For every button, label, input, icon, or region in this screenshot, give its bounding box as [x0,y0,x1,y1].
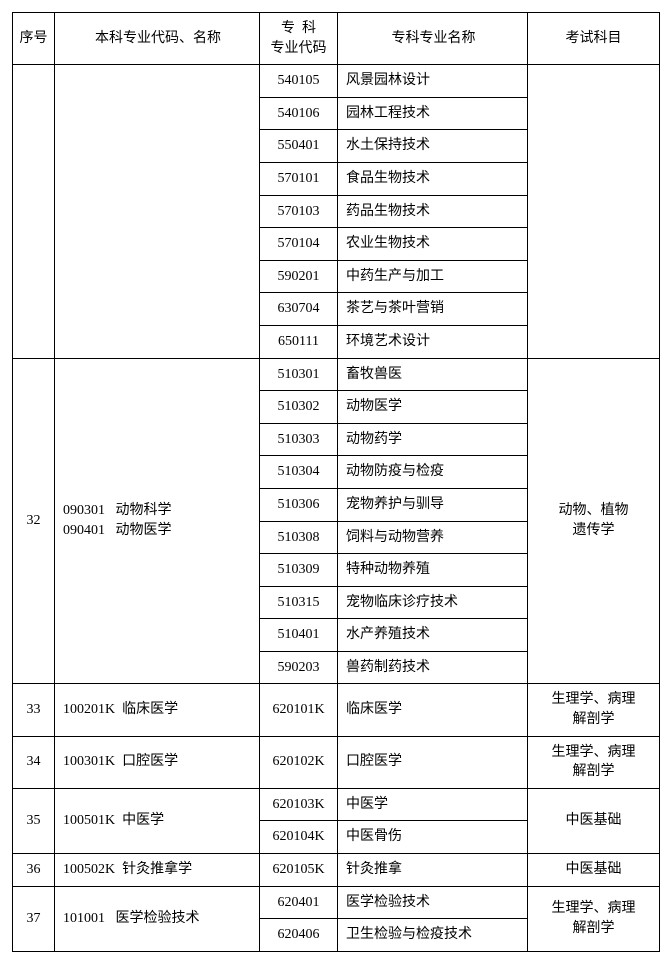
cell-code: 510302 [260,391,338,424]
header-seq: 序号 [13,13,55,65]
cell-code: 550401 [260,130,338,163]
cell-code: 620102K [260,736,338,788]
cell-major [55,65,260,358]
cell-code: 630704 [260,293,338,326]
major-line: 101001 医学检验技术 [63,911,200,926]
cell-code: 540105 [260,65,338,98]
cell-exam: 中医基础 [528,788,660,853]
cell-name: 针灸推拿 [338,854,528,887]
major-line: 090401 动物医学 [63,523,172,538]
cell-code: 540106 [260,97,338,130]
cell-code: 620105K [260,854,338,887]
header-name: 专科专业名称 [338,13,528,65]
cell-exam [528,65,660,358]
cell-major: 100201K 临床医学 [55,684,260,736]
major-line: 100201K 临床医学 [63,702,178,717]
cell-name: 临床医学 [338,684,528,736]
cell-seq: 37 [13,886,55,951]
cell-code: 590201 [260,260,338,293]
cell-name: 药品生物技术 [338,195,528,228]
cell-seq [13,65,55,358]
major-line: 100501K 中医学 [63,813,164,828]
cell-major: 100501K 中医学 [55,788,260,853]
cell-code: 510315 [260,586,338,619]
cell-seq: 33 [13,684,55,736]
major-line: 100502K 针灸推拿学 [63,862,192,877]
cell-name: 中药生产与加工 [338,260,528,293]
cell-name: 动物医学 [338,391,528,424]
cell-name: 口腔医学 [338,736,528,788]
table-row: 36 100502K 针灸推拿学 620105K 针灸推拿 中医基础 [13,854,660,887]
major-line: 090301 动物科学 [63,503,172,518]
cell-seq: 34 [13,736,55,788]
cell-code: 510308 [260,521,338,554]
cell-name: 动物药学 [338,423,528,456]
cell-code: 510301 [260,358,338,391]
table-row: 540105 风景园林设计 [13,65,660,98]
cell-name: 卫生检验与检疫技术 [338,919,528,952]
cell-name: 食品生物技术 [338,162,528,195]
cell-major: 090301 动物科学 090401 动物医学 [55,358,260,684]
cell-code: 510306 [260,488,338,521]
cell-code: 620406 [260,919,338,952]
majors-table: 序号 本科专业代码、名称 专 科 专业代码 专科专业名称 考试科目 540105… [12,12,660,952]
cell-name: 特种动物养殖 [338,554,528,587]
cell-exam: 动物、植物 遗传学 [528,358,660,684]
table-row: 35 100501K 中医学 620103K 中医学 中医基础 [13,788,660,821]
cell-name: 宠物临床诊疗技术 [338,586,528,619]
cell-exam: 生理学、病理 解剖学 [528,886,660,951]
cell-code: 510401 [260,619,338,652]
cell-code: 590203 [260,651,338,684]
cell-code: 620104K [260,821,338,854]
cell-exam: 生理学、病理 解剖学 [528,736,660,788]
cell-code: 510309 [260,554,338,587]
cell-name: 宠物养护与驯导 [338,488,528,521]
header-exam: 考试科目 [528,13,660,65]
cell-name: 医学检验技术 [338,886,528,919]
cell-exam: 生理学、病理 解剖学 [528,684,660,736]
header-code: 专 科 专业代码 [260,13,338,65]
cell-code: 620103K [260,788,338,821]
cell-name: 环境艺术设计 [338,325,528,358]
major-line: 100301K 口腔医学 [63,754,178,769]
cell-code: 570101 [260,162,338,195]
cell-seq: 32 [13,358,55,684]
cell-seq: 35 [13,788,55,853]
cell-code: 650111 [260,325,338,358]
table-row: 37 101001 医学检验技术 620401 医学检验技术 生理学、病理 解剖… [13,886,660,919]
cell-name: 农业生物技术 [338,228,528,261]
cell-major: 101001 医学检验技术 [55,886,260,951]
cell-code: 570104 [260,228,338,261]
cell-name: 中医骨伤 [338,821,528,854]
table-row: 32 090301 动物科学 090401 动物医学 510301 畜牧兽医 动… [13,358,660,391]
cell-name: 水土保持技术 [338,130,528,163]
table-row: 34 100301K 口腔医学 620102K 口腔医学 生理学、病理 解剖学 [13,736,660,788]
cell-name: 畜牧兽医 [338,358,528,391]
cell-seq: 36 [13,854,55,887]
cell-name: 饲料与动物营养 [338,521,528,554]
cell-name: 风景园林设计 [338,65,528,98]
cell-name: 中医学 [338,788,528,821]
cell-name: 园林工程技术 [338,97,528,130]
cell-code: 510303 [260,423,338,456]
table-header-row: 序号 本科专业代码、名称 专 科 专业代码 专科专业名称 考试科目 [13,13,660,65]
cell-code: 570103 [260,195,338,228]
cell-major: 100301K 口腔医学 [55,736,260,788]
cell-name: 兽药制药技术 [338,651,528,684]
header-major: 本科专业代码、名称 [55,13,260,65]
table-row: 33 100201K 临床医学 620101K 临床医学 生理学、病理 解剖学 [13,684,660,736]
cell-code: 620401 [260,886,338,919]
cell-name: 水产养殖技术 [338,619,528,652]
cell-code: 510304 [260,456,338,489]
cell-code: 620101K [260,684,338,736]
cell-major: 100502K 针灸推拿学 [55,854,260,887]
cell-exam: 中医基础 [528,854,660,887]
cell-name: 动物防疫与检疫 [338,456,528,489]
cell-name: 茶艺与茶叶营销 [338,293,528,326]
